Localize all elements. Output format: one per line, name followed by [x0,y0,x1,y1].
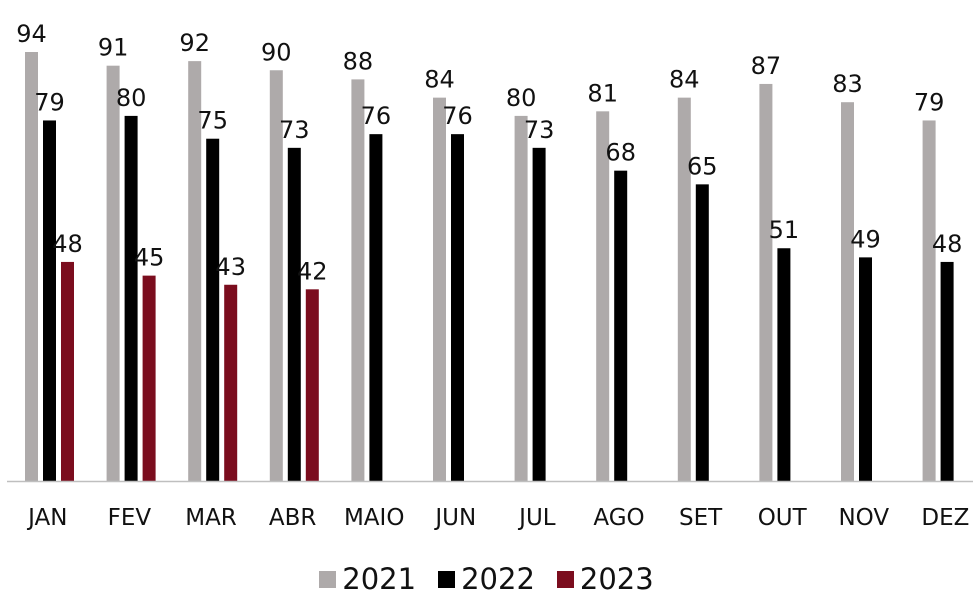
bar-2021-jun [433,97,446,481]
category-label-dez: DEZ [921,505,969,531]
bar-2021-dez [922,120,936,481]
legend-item-2022: 2022 [438,562,535,596]
value-label-2021-mar: 92 [179,29,210,57]
legend: 2021 2022 2023 [0,562,973,596]
category-label-jan: JAN [26,505,67,531]
bar-2022-abr [287,147,301,481]
bar-2022-dez [940,261,954,481]
legend-item-2023: 2023 [556,562,654,596]
bar-2021-ago [596,111,610,482]
bar-2021-jul [514,115,528,481]
bar-2021-maio [351,79,365,481]
category-label-jun: JUN [433,505,476,531]
bar-2021-mar [188,61,202,482]
value-label-2023-mar: 43 [215,253,246,281]
value-label-2022-out: 51 [769,216,800,244]
bar-2022-jun [451,134,464,482]
value-label-2021-set: 84 [669,66,700,94]
bar-2023-abr [305,289,319,481]
legend-swatch-2022 [438,570,456,588]
bar-2022-nov [859,257,872,481]
category-label-mar: MAR [185,505,237,531]
bars-group [25,52,954,482]
bar-2021-fev [106,65,120,481]
value-label-2021-out: 87 [751,52,782,80]
value-label-2022-ago: 68 [605,139,636,167]
category-label-abr: ABR [269,505,317,531]
legend-swatch-2021 [319,570,337,588]
category-label-out: OUT [758,505,808,531]
category-label-maio: MAIO [344,505,404,531]
value-label-2021-dez: 79 [914,88,945,116]
category-label-nov: NOV [838,505,889,531]
bar-2023-fev [142,275,156,481]
bar-2021-nov [841,102,854,482]
bar-2022-jan [43,120,56,481]
category-label-jul: JUL [517,505,556,531]
value-label-2022-jun: 76 [442,102,473,130]
value-label-2021-abr: 90 [261,38,292,66]
bar-2022-maio [369,134,383,482]
bar-2021-abr [269,70,283,482]
value-labels-group: 94 79 48 91 80 45 92 75 43 90 73 42 88 76 84 76 80 73 81 68… [16,20,962,285]
value-label-2023-fev: 45 [134,244,165,272]
value-label-2021-maio: 88 [343,47,374,75]
value-label-2021-nov: 83 [832,70,863,98]
value-label-2023-abr: 42 [297,257,328,285]
value-label-2022-fev: 80 [116,84,147,112]
value-label-2022-abr: 73 [279,116,310,144]
bar-2021-out [759,83,773,481]
bar-2023-jan [61,261,74,481]
legend-label-2021: 2021 [342,562,417,596]
category-label-fev: FEV [108,505,152,531]
legend-label-2022: 2022 [461,562,535,596]
bar-2021-set [677,97,691,481]
value-label-2021-jan: 94 [16,20,47,48]
legend-swatch-2023 [556,570,574,588]
bar-2022-jul [532,147,546,481]
bar-2022-out [777,248,791,481]
value-label-2021-ago: 81 [587,79,618,107]
value-label-2021-fev: 91 [98,34,129,62]
category-label-ago: AGO [593,505,644,531]
value-label-2022-set: 65 [687,152,718,180]
value-label-2021-jul: 80 [506,84,537,112]
value-label-2022-jul: 73 [524,116,555,144]
bar-2022-mar [206,138,220,481]
value-label-2022-mar: 75 [197,107,228,135]
category-label-set: SET [679,505,723,531]
bar-2022-set [695,184,709,481]
bar-2023-mar [224,284,238,481]
legend-item-2021: 2021 [319,562,416,596]
value-label-2021-jun: 84 [424,66,455,94]
value-label-2023-jan: 48 [52,230,83,258]
value-label-2022-jan: 79 [34,88,65,116]
value-label-2022-nov: 49 [850,225,881,253]
legend-label-2023: 2023 [579,562,654,596]
category-labels-group: JAN FEV MAR ABR MAIO JUN JUL AGO SET OUT NOV DEZ [26,505,969,531]
value-label-2022-maio: 76 [361,102,392,130]
bar-2021-jan [25,52,38,481]
value-label-2022-dez: 48 [932,230,963,258]
bar-2022-ago [614,170,628,481]
bar-2022-fev [124,115,138,481]
